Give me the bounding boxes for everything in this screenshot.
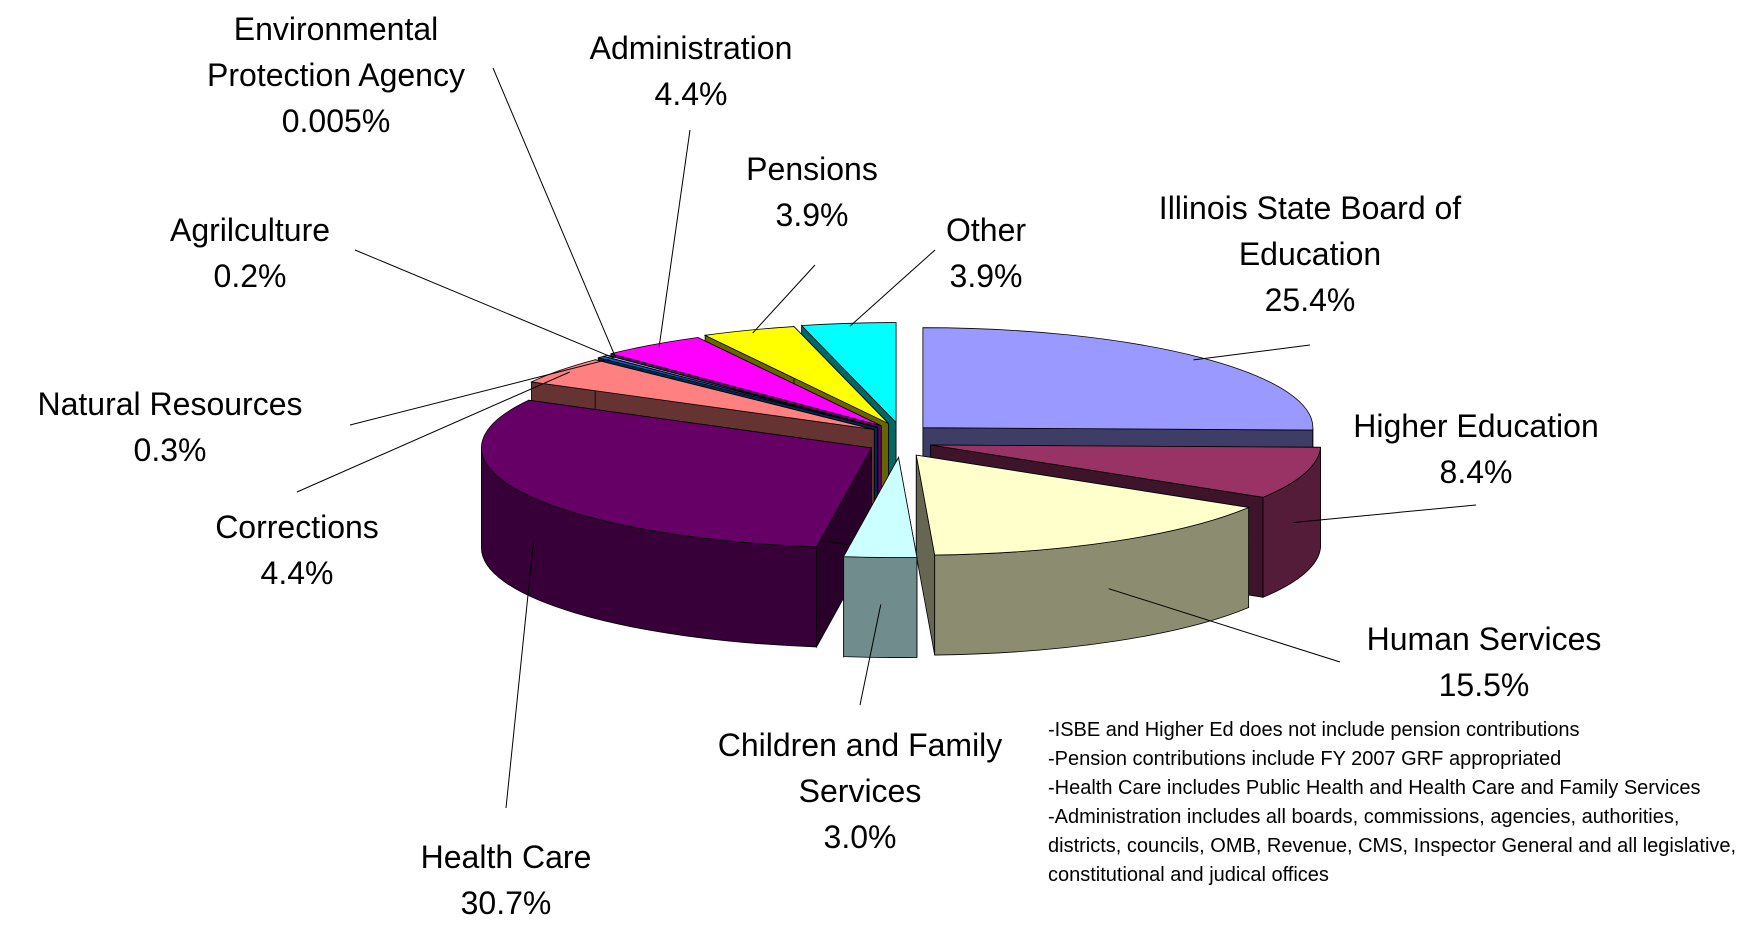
value-label: 8.4%: [1439, 454, 1513, 490]
slice-top: [598, 355, 878, 428]
leader-line: [752, 264, 816, 334]
leader-line: [505, 541, 534, 809]
slice-top: [481, 399, 873, 548]
note: -Health Care includes Public Health and …: [1048, 777, 1701, 799]
leader-line: [492, 67, 617, 358]
slice-top: [922, 327, 1314, 431]
category-label: Pensions: [746, 151, 878, 187]
slice-label: Environmental Protection Agency 0.005%: [171, 6, 501, 144]
slice-label: Health Care 30.7%: [376, 834, 636, 925]
slice: [481, 399, 873, 649]
value-label: 15.5%: [1438, 667, 1530, 703]
leader-line: [1193, 344, 1311, 361]
notes: -ISBE and Higher Ed does not include pen…: [1048, 716, 1748, 890]
slice-label: Pensions 3.9%: [702, 146, 922, 238]
category-label: Illinois State Board of Education: [1158, 190, 1462, 272]
note: -Administration includes all boards, com…: [1048, 806, 1737, 886]
leader-line: [354, 249, 614, 359]
leader-line: [349, 358, 610, 426]
category-label: Children and Family Services: [717, 727, 1003, 809]
note: -ISBE and Higher Ed does not include pen…: [1048, 719, 1580, 741]
category-label: Human Services: [1366, 621, 1602, 657]
slice-top: [530, 359, 875, 430]
slice-label: Illinois State Board of Education 25.4%: [1130, 185, 1490, 323]
value-label: 25.4%: [1264, 282, 1356, 318]
slice-top: [915, 454, 1251, 556]
category-label: Administration: [589, 30, 793, 66]
leader-line: [296, 371, 570, 493]
slice-top: [843, 456, 918, 558]
slice-label: Other 3.9%: [886, 207, 1086, 299]
category-label: Higher Education: [1353, 408, 1599, 444]
slice-top: [930, 444, 1322, 498]
category-label: Environmental Protection Agency: [207, 11, 465, 93]
slice-label: Natural Resources 0.3%: [5, 381, 335, 473]
slice-label: Agrilculture 0.2%: [120, 207, 380, 299]
slice: [915, 454, 1251, 656]
value-label: 4.4%: [260, 555, 334, 591]
leader-line: [859, 604, 882, 706]
slice-top: [800, 322, 897, 424]
value-label: 3.0%: [823, 819, 897, 855]
slice-label: Children and Family Services 3.0%: [690, 722, 1030, 860]
value-label: 3.9%: [775, 197, 849, 233]
value-label: 0.005%: [281, 103, 391, 139]
slice-label: Human Services 15.5%: [1324, 616, 1644, 708]
value-label: 3.9%: [949, 258, 1023, 294]
slice-label: Administration 4.4%: [541, 25, 841, 117]
category-label: Natural Resources: [37, 386, 303, 422]
value-label: 30.7%: [460, 885, 552, 921]
slice-top: [610, 337, 882, 427]
category-label: Corrections: [215, 509, 379, 545]
leader-line: [658, 129, 691, 348]
category-label: Health Care: [420, 839, 592, 875]
leader-line: [1293, 504, 1477, 523]
leader-line: [1108, 588, 1341, 663]
leader-line: [849, 249, 936, 327]
slice-label: Corrections 4.4%: [167, 504, 427, 596]
category-label: Agrilculture: [169, 212, 331, 248]
slice-label: Higher Education 8.4%: [1316, 403, 1636, 495]
category-label: Other: [945, 212, 1027, 248]
slice-top: [703, 326, 889, 424]
value-label: 0.2%: [213, 258, 287, 294]
value-label: 0.3%: [133, 432, 207, 468]
value-label: 4.4%: [654, 76, 728, 112]
note: -Pension contributions include FY 2007 G…: [1048, 748, 1562, 770]
